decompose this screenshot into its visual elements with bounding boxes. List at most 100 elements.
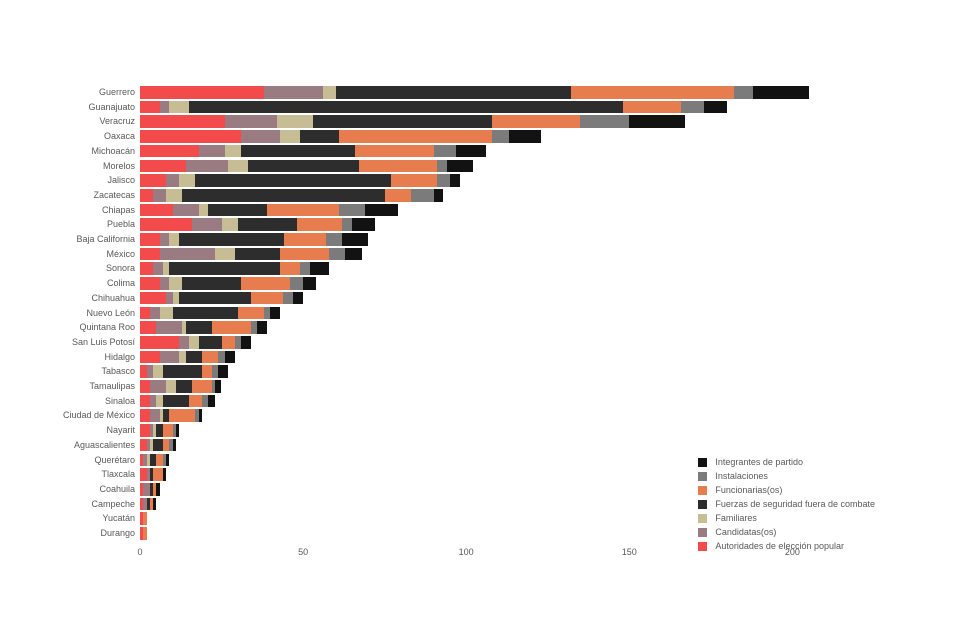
- stacked-bar: [140, 277, 316, 290]
- bar-segment: [629, 115, 684, 128]
- bar-row: Chiapas: [140, 203, 825, 218]
- bar-segment: [202, 365, 212, 378]
- bar-segment: [283, 292, 293, 305]
- x-tick: 50: [298, 547, 308, 557]
- bar-segment: [241, 277, 290, 290]
- legend-item: Fuerzas de seguridad fuera de combate: [698, 497, 875, 511]
- bar-segment: [140, 277, 160, 290]
- bar-row: Nuevo León: [140, 306, 825, 321]
- bar-segment: [140, 86, 264, 99]
- legend-item: Autoridades de elección popular: [698, 539, 875, 553]
- legend-swatch: [698, 458, 707, 467]
- bar-segment: [241, 145, 355, 158]
- bar-segment: [257, 321, 267, 334]
- stacked-bar: [140, 512, 147, 525]
- bar-segment: [160, 101, 170, 114]
- bar-row: Veracruz: [140, 114, 825, 129]
- legend-swatch: [698, 472, 707, 481]
- bar-segment: [300, 130, 339, 143]
- stacked-bar: [140, 204, 398, 217]
- legend-label: Autoridades de elección popular: [715, 539, 844, 553]
- bar-segment: [176, 380, 192, 393]
- stacked-bar: [140, 218, 375, 231]
- bar-segment: [140, 130, 241, 143]
- bar-segment: [140, 351, 160, 364]
- bar-segment: [163, 365, 202, 378]
- x-tick: 150: [622, 547, 637, 557]
- legend-label: Fuerzas de seguridad fuera de combate: [715, 497, 875, 511]
- bar-segment: [208, 204, 267, 217]
- bar-segment: [352, 218, 375, 231]
- bar-row: Guanajuato: [140, 100, 825, 115]
- bar-segment: [450, 174, 460, 187]
- legend-item: Candidatas(os): [698, 525, 875, 539]
- legend-swatch: [698, 486, 707, 495]
- bar-segment: [336, 86, 571, 99]
- bar-segment: [179, 233, 283, 246]
- bar-segment: [248, 160, 359, 173]
- row-label: Campeche: [5, 497, 135, 512]
- bar-segment: [235, 248, 281, 261]
- bar-segment: [160, 233, 170, 246]
- bar-segment: [222, 218, 238, 231]
- bar-segment: [300, 262, 310, 275]
- x-tick: 0: [137, 547, 142, 557]
- bar-segment: [293, 292, 303, 305]
- bar-segment: [173, 204, 199, 217]
- bar-segment: [339, 130, 492, 143]
- bar-row: Tamaulipas: [140, 379, 825, 394]
- legend-item: Instalaciones: [698, 469, 875, 483]
- row-label: Baja California: [5, 232, 135, 247]
- stacked-bar: [140, 86, 809, 99]
- bar-segment: [264, 86, 323, 99]
- row-label: Nuevo León: [5, 306, 135, 321]
- bar-row: San Luis Potosí: [140, 335, 825, 350]
- bar-segment: [140, 395, 150, 408]
- bar-segment: [342, 233, 368, 246]
- bar-row: Zacatecas: [140, 188, 825, 203]
- stacked-bar: [140, 409, 202, 422]
- legend-item: Integrantes de partido: [698, 455, 875, 469]
- bar-row: Jalisco: [140, 173, 825, 188]
- row-label: Tlaxcala: [5, 467, 135, 482]
- bar-segment: [166, 189, 182, 202]
- bar-segment: [163, 395, 189, 408]
- stacked-bar: [140, 424, 179, 437]
- bar-row: Nayarit: [140, 423, 825, 438]
- bar-row: Ciudad de México: [140, 408, 825, 423]
- legend-item: Familiares: [698, 511, 875, 525]
- bar-segment: [580, 115, 629, 128]
- row-label: Durango: [5, 526, 135, 541]
- row-label: Tamaulipas: [5, 379, 135, 394]
- stacked-bar: [140, 292, 303, 305]
- bar-segment: [156, 321, 182, 334]
- bar-segment: [173, 307, 238, 320]
- bar-segment: [140, 424, 150, 437]
- bar-row: Oaxaca: [140, 129, 825, 144]
- bar-segment: [218, 365, 228, 378]
- bar-segment: [238, 307, 264, 320]
- bar-row: Tabasco: [140, 364, 825, 379]
- bar-segment: [241, 130, 280, 143]
- bar-segment: [277, 115, 313, 128]
- stacked-bar: [140, 351, 235, 364]
- bar-segment: [140, 160, 186, 173]
- bar-segment: [434, 189, 444, 202]
- row-label: Sinaloa: [5, 394, 135, 409]
- bar-segment: [225, 145, 241, 158]
- stacked-bar: [140, 160, 473, 173]
- legend-label: Familiares: [715, 511, 757, 525]
- bar-segment: [365, 204, 398, 217]
- bar-row: Quintana Roo: [140, 320, 825, 335]
- stacked-bar-chart: GuerreroGuanajuatoVeracruzOaxacaMichoacá…: [0, 0, 960, 640]
- bar-segment: [156, 483, 159, 496]
- bar-segment: [199, 204, 209, 217]
- row-label: Veracruz: [5, 114, 135, 129]
- bar-segment: [681, 101, 704, 114]
- bar-segment: [326, 233, 342, 246]
- bar-segment: [228, 160, 248, 173]
- row-label: Hidalgo: [5, 350, 135, 365]
- bar-segment: [704, 101, 727, 114]
- legend: Integrantes de partidoInstalacionesFunci…: [698, 455, 875, 553]
- legend-label: Candidatas(os): [715, 525, 776, 539]
